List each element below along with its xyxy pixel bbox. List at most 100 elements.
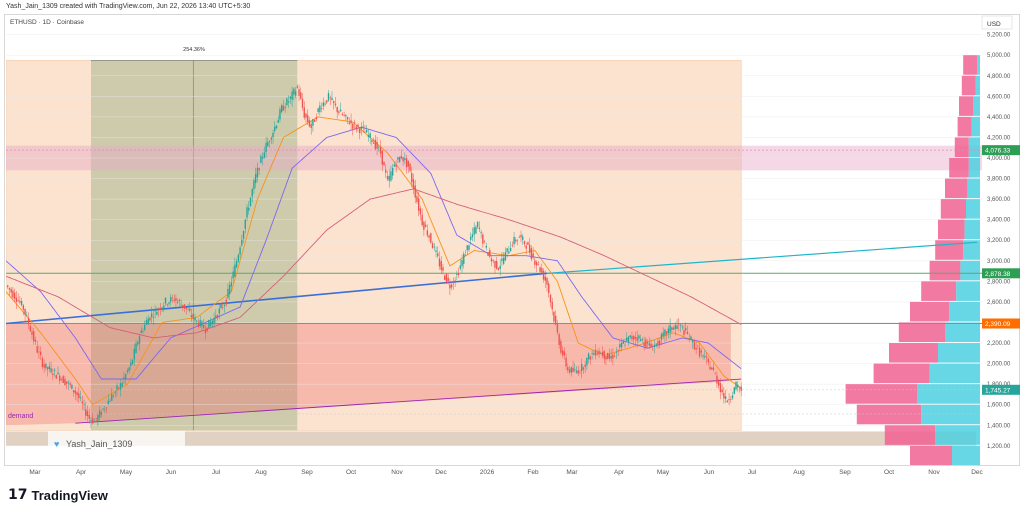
- candle: [119, 383, 122, 390]
- candle: [518, 237, 520, 238]
- candle: [371, 140, 373, 143]
- y-tick-label: 3,400.00: [987, 218, 1011, 224]
- candle: [485, 245, 488, 248]
- x-tick-label: Nov: [928, 469, 940, 476]
- candle: [492, 260, 494, 261]
- candle: [343, 115, 345, 116]
- candle: [12, 290, 14, 298]
- currency-label: USD: [987, 21, 1001, 28]
- candle: [490, 258, 493, 262]
- candle: [733, 387, 735, 394]
- candle: [707, 358, 709, 363]
- candle: [548, 283, 550, 294]
- volume-bar-pink: [949, 158, 969, 178]
- candle: [376, 141, 378, 149]
- candle: [596, 353, 598, 355]
- candle: [168, 302, 170, 304]
- candle: [341, 113, 344, 115]
- candle: [116, 385, 118, 390]
- candle: [138, 336, 141, 344]
- candle: [400, 156, 403, 159]
- candle: [731, 395, 734, 399]
- x-tick-label: Aug: [255, 469, 267, 476]
- candle: [20, 301, 23, 305]
- candle: [86, 410, 89, 417]
- candle: [554, 315, 557, 325]
- candle: [539, 267, 541, 272]
- candle: [225, 299, 227, 305]
- y-tick-label: 4,000.00: [987, 156, 1011, 162]
- candle: [128, 367, 130, 372]
- candle: [67, 382, 70, 384]
- candle: [740, 386, 742, 391]
- candle: [568, 369, 571, 373]
- candle: [350, 120, 352, 124]
- range-zone-border: [6, 60, 742, 431]
- candle: [131, 359, 134, 364]
- time-axis-layer: Mar Apr May Jun Jul Aug Sep Oct Nov Dec 2026 Feb Mar…: [29, 469, 983, 476]
- candle: [308, 120, 311, 127]
- volume-bar-pink: [945, 178, 968, 199]
- candle: [265, 142, 267, 153]
- candle: [79, 397, 82, 399]
- candle: [712, 367, 715, 370]
- candle: [372, 142, 375, 144]
- candle: [142, 331, 144, 333]
- candle: [339, 109, 342, 112]
- candle: [164, 297, 167, 304]
- candle: [610, 356, 612, 359]
- candle: [587, 353, 590, 360]
- volume-bar-cyan: [971, 116, 980, 137]
- candle: [535, 262, 538, 266]
- candle: [109, 401, 111, 402]
- volume-bar-pink: [910, 445, 952, 465]
- candle: [353, 122, 356, 124]
- candle: [582, 367, 585, 370]
- candle: [197, 322, 200, 327]
- candle: [437, 253, 439, 257]
- volume-bar-pink: [957, 116, 972, 137]
- candle: [579, 371, 581, 373]
- tradingview-logo[interactable]: 17 TradingView: [8, 487, 108, 503]
- candle: [504, 252, 507, 261]
- candle: [185, 307, 188, 309]
- candle: [261, 157, 264, 159]
- candle: [336, 107, 338, 113]
- candle: [112, 396, 115, 397]
- x-tick-label: Apr: [614, 469, 625, 476]
- candle: [435, 250, 437, 252]
- candle: [523, 241, 526, 244]
- candle: [289, 96, 292, 99]
- channel-extension: [546, 241, 978, 274]
- currency-box: [981, 15, 1013, 30]
- candle: [393, 164, 396, 167]
- channel-lower: [75, 378, 742, 424]
- candle: [300, 92, 302, 99]
- candle: [676, 325, 678, 330]
- candle: [391, 168, 394, 176]
- volume-bar-cyan: [952, 445, 980, 465]
- price-label: 2,878.38: [985, 271, 1011, 278]
- candle: [442, 267, 444, 271]
- candle: [227, 288, 229, 298]
- candle: [88, 414, 90, 419]
- candle: [672, 327, 675, 330]
- candle: [473, 227, 475, 235]
- candle: [242, 231, 245, 239]
- candle: [487, 252, 489, 256]
- candle: [114, 391, 116, 393]
- candle: [397, 157, 399, 160]
- candle: [31, 331, 33, 335]
- candle: [216, 315, 219, 319]
- x-tick-label: Jun: [704, 469, 715, 476]
- candle: [534, 260, 536, 265]
- candle: [235, 261, 238, 268]
- candle: [612, 354, 614, 359]
- price-chart[interactable]: 5,200.00 5,000.00 4,800.00 4,600.00 4,400.00…: [0, 0, 1024, 480]
- candle: [450, 284, 453, 288]
- candle: [260, 155, 262, 163]
- candle: [69, 383, 71, 385]
- candle: [499, 265, 501, 269]
- candle: [313, 120, 316, 122]
- candle: [133, 348, 136, 360]
